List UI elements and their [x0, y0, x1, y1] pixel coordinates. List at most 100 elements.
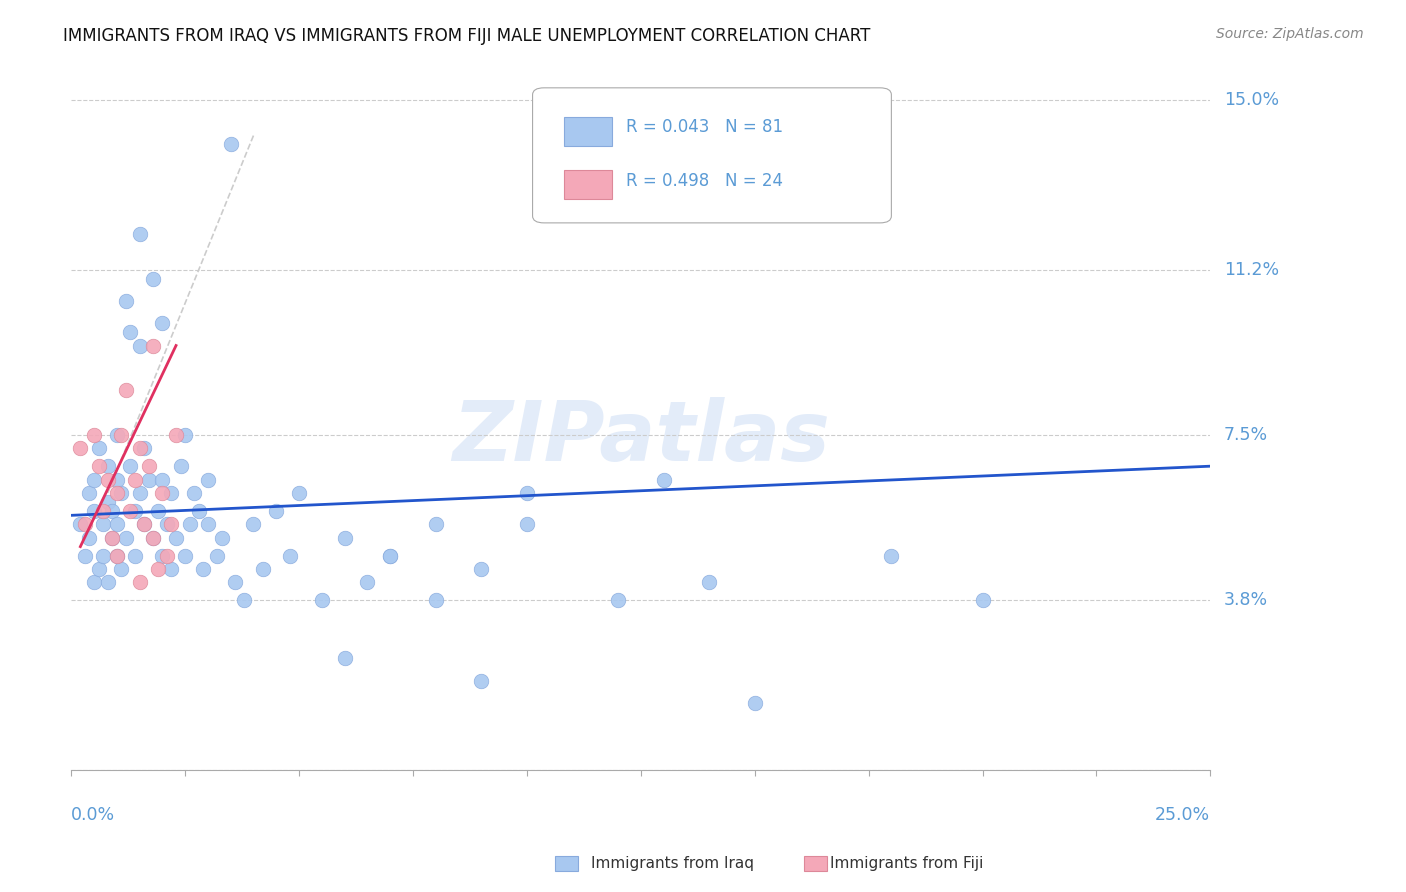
Point — [142, 271, 165, 285]
FancyBboxPatch shape — [533, 87, 891, 223]
Point — [101, 504, 124, 518]
Point — [105, 517, 128, 532]
Text: Immigrants from Fiji: Immigrants from Fiji — [830, 856, 983, 871]
Point — [156, 517, 179, 532]
Point — [128, 442, 150, 456]
Point — [165, 428, 187, 442]
Point — [150, 486, 173, 500]
Point — [150, 549, 173, 563]
Point — [211, 531, 233, 545]
Text: 25.0%: 25.0% — [1156, 805, 1211, 824]
Point — [105, 549, 128, 563]
Point — [165, 531, 187, 545]
Point — [264, 504, 287, 518]
Point — [69, 517, 91, 532]
Point — [278, 549, 301, 563]
Point — [115, 531, 138, 545]
Point — [242, 517, 264, 532]
Point — [697, 575, 720, 590]
Point — [193, 562, 215, 576]
Point — [101, 531, 124, 545]
Point — [87, 442, 110, 456]
Point — [124, 473, 146, 487]
Point — [169, 459, 191, 474]
Point — [252, 562, 274, 576]
Point — [160, 562, 183, 576]
Point — [179, 517, 201, 532]
Text: ZIPatlas: ZIPatlas — [451, 397, 830, 478]
Point — [105, 486, 128, 500]
Point — [128, 227, 150, 241]
Point — [174, 428, 197, 442]
Bar — [564, 117, 612, 146]
Point — [516, 517, 538, 532]
Point — [142, 338, 165, 352]
Point — [516, 486, 538, 500]
Point — [380, 549, 402, 563]
Point — [311, 593, 333, 607]
Point — [120, 459, 142, 474]
Text: 15.0%: 15.0% — [1225, 91, 1279, 109]
Point — [288, 486, 311, 500]
Point — [87, 562, 110, 576]
Point — [101, 531, 124, 545]
Point — [128, 486, 150, 500]
Point — [134, 442, 156, 456]
Point — [105, 473, 128, 487]
Point — [183, 486, 205, 500]
Point — [160, 517, 183, 532]
Point — [134, 517, 156, 532]
Point — [124, 504, 146, 518]
Point — [134, 517, 156, 532]
Point — [83, 428, 105, 442]
Text: 0.0%: 0.0% — [72, 805, 115, 824]
Point — [115, 383, 138, 397]
Point — [150, 316, 173, 330]
Point — [333, 651, 356, 665]
Point — [219, 137, 242, 152]
Point — [146, 504, 169, 518]
Point — [120, 504, 142, 518]
Point — [174, 549, 197, 563]
Point — [91, 517, 114, 532]
Point — [138, 459, 160, 474]
Point — [146, 562, 169, 576]
Point — [69, 442, 91, 456]
Point — [110, 562, 132, 576]
Point — [187, 504, 209, 518]
Point — [120, 325, 142, 339]
Point — [83, 504, 105, 518]
Point — [87, 459, 110, 474]
Point — [197, 517, 219, 532]
Point — [124, 549, 146, 563]
Point — [607, 593, 630, 607]
Point — [880, 549, 903, 563]
Text: 7.5%: 7.5% — [1225, 425, 1268, 444]
Point — [97, 495, 120, 509]
Point — [105, 428, 128, 442]
Point — [142, 531, 165, 545]
Point — [425, 593, 447, 607]
Point — [205, 549, 228, 563]
Point — [425, 517, 447, 532]
Point — [470, 673, 492, 688]
Point — [160, 486, 183, 500]
Point — [156, 549, 179, 563]
Text: 11.2%: 11.2% — [1225, 260, 1279, 278]
Point — [333, 531, 356, 545]
Point — [79, 486, 101, 500]
Text: 3.8%: 3.8% — [1225, 591, 1268, 609]
Text: R = 0.498   N = 24: R = 0.498 N = 24 — [626, 171, 783, 190]
Text: IMMIGRANTS FROM IRAQ VS IMMIGRANTS FROM FIJI MALE UNEMPLOYMENT CORRELATION CHART: IMMIGRANTS FROM IRAQ VS IMMIGRANTS FROM … — [63, 27, 870, 45]
Point — [73, 517, 96, 532]
Point — [97, 459, 120, 474]
Point — [972, 593, 994, 607]
Point — [224, 575, 246, 590]
Point — [110, 486, 132, 500]
Bar — [564, 170, 612, 199]
Point — [73, 549, 96, 563]
Point — [83, 575, 105, 590]
Text: R = 0.043   N = 81: R = 0.043 N = 81 — [626, 119, 783, 136]
Point — [233, 593, 256, 607]
Point — [110, 428, 132, 442]
